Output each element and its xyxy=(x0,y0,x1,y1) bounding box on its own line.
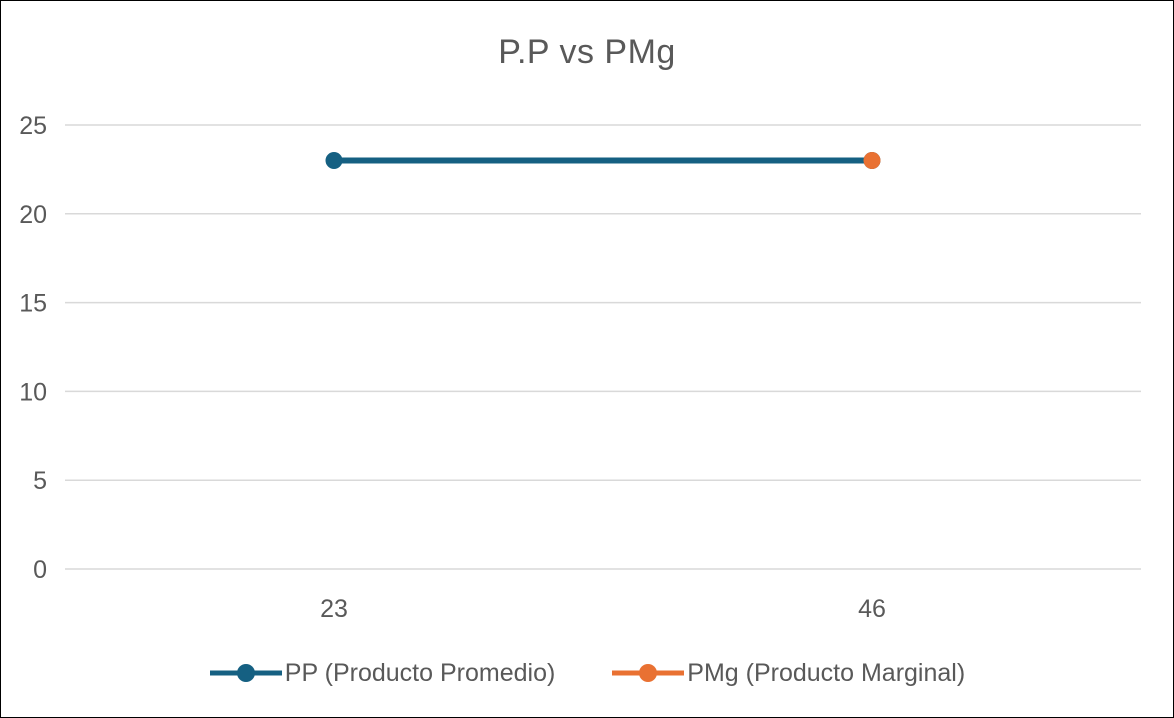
y-tick-label: 0 xyxy=(33,556,47,584)
y-tick-label: 20 xyxy=(19,201,47,229)
y-tick-label: 10 xyxy=(19,378,47,406)
series-marker xyxy=(863,152,881,170)
legend-label: PP (Producto Promedio) xyxy=(284,658,556,687)
y-tick-label: 25 xyxy=(19,112,47,140)
legend-item: PMg (Producto Marginal) xyxy=(611,659,965,688)
x-tick-label: 23 xyxy=(320,595,348,623)
series-marker xyxy=(325,152,343,170)
y-tick-label: 15 xyxy=(19,290,47,318)
legend-item: PP (Producto Promedio) xyxy=(209,658,556,688)
legend-line-marker-icon xyxy=(209,664,282,682)
legend: PP (Producto Promedio) PMg (Producto Marg… xyxy=(1,651,1173,695)
x-tick-label: 46 xyxy=(858,595,886,623)
y-tick-label: 5 xyxy=(33,467,47,495)
legend-line-marker-icon xyxy=(612,664,685,682)
chart-title: P.P vs PMg xyxy=(498,33,676,71)
legend-label: PMg (Producto Marginal) xyxy=(687,658,966,687)
